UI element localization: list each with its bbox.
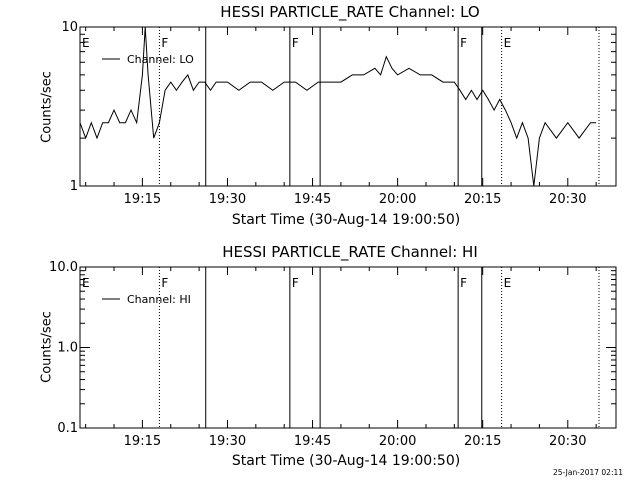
x-tick-label-hi: 19:15 xyxy=(124,434,161,449)
y-tick-label-hi: 0.1 xyxy=(57,421,78,436)
x-tick-label-lo: 19:15 xyxy=(124,192,161,207)
x-tick-label-hi: 20:00 xyxy=(379,434,416,449)
marker-label-lo: F xyxy=(460,36,467,50)
marker-label-lo: E xyxy=(504,36,512,50)
x-axis-label-hi: Start Time (30-Aug-14 19:00:50) xyxy=(231,453,461,469)
chart-title-lo: HESSI PARTICLE_RATE Channel: LO xyxy=(220,3,480,21)
marker-label-hi: E xyxy=(82,276,90,290)
marker-label-hi: E xyxy=(504,276,512,290)
y-axis-label-hi: Counts/sec xyxy=(39,311,55,383)
marker-label-hi: F xyxy=(292,276,299,290)
marker-label-lo: E xyxy=(82,36,90,50)
chart-title-hi: HESSI PARTICLE_RATE Channel: HI xyxy=(222,243,478,261)
x-tick-label-lo: 20:15 xyxy=(464,192,501,207)
legend-label-hi: Channel: HI xyxy=(127,293,191,306)
plot-frame-lo xyxy=(79,26,617,187)
marker-label-lo: F xyxy=(292,36,299,50)
y-axis-label-lo: Counts/sec xyxy=(39,71,55,143)
timestamp: 25-Jan-2017 02:11 xyxy=(553,468,624,477)
panel-hi: 19:15 19:30 19:45 20:00 20:15 20:30 0.1 1.0 10.0… xyxy=(49,260,617,449)
y-tick-label-lo: 10 xyxy=(61,20,78,35)
x-tick-label-hi: 19:30 xyxy=(209,434,246,449)
x-axis-label-lo: Start Time (30-Aug-14 19:00:50) xyxy=(231,212,461,228)
x-tick-label-lo: 19:30 xyxy=(209,192,246,207)
y-tick-label-lo: 1 xyxy=(70,179,78,194)
x-tick-label-hi: 19:45 xyxy=(294,434,331,449)
panel-lo: 19:15 19:30 19:45 20:00 20:15 20:30 1 10 E F F F E Ch… xyxy=(61,20,617,207)
series-line-lo xyxy=(79,26,597,187)
marker-label-lo: F xyxy=(161,36,168,50)
x-tick-label-lo: 20:30 xyxy=(549,192,586,207)
x-tick-label-lo: 19:45 xyxy=(294,192,331,207)
x-tick-label-hi: 20:15 xyxy=(464,434,501,449)
x-tick-label-lo: 20:00 xyxy=(379,192,416,207)
x-tick-label-hi: 20:30 xyxy=(549,434,586,449)
marker-label-hi: F xyxy=(460,276,467,290)
y-tick-label-hi: 10.0 xyxy=(49,260,78,275)
y-tick-label-hi: 1.0 xyxy=(57,341,78,356)
marker-label-hi: F xyxy=(161,276,168,290)
plot-frame-hi xyxy=(79,266,617,429)
legend-label-lo: Channel: LO xyxy=(127,53,194,66)
